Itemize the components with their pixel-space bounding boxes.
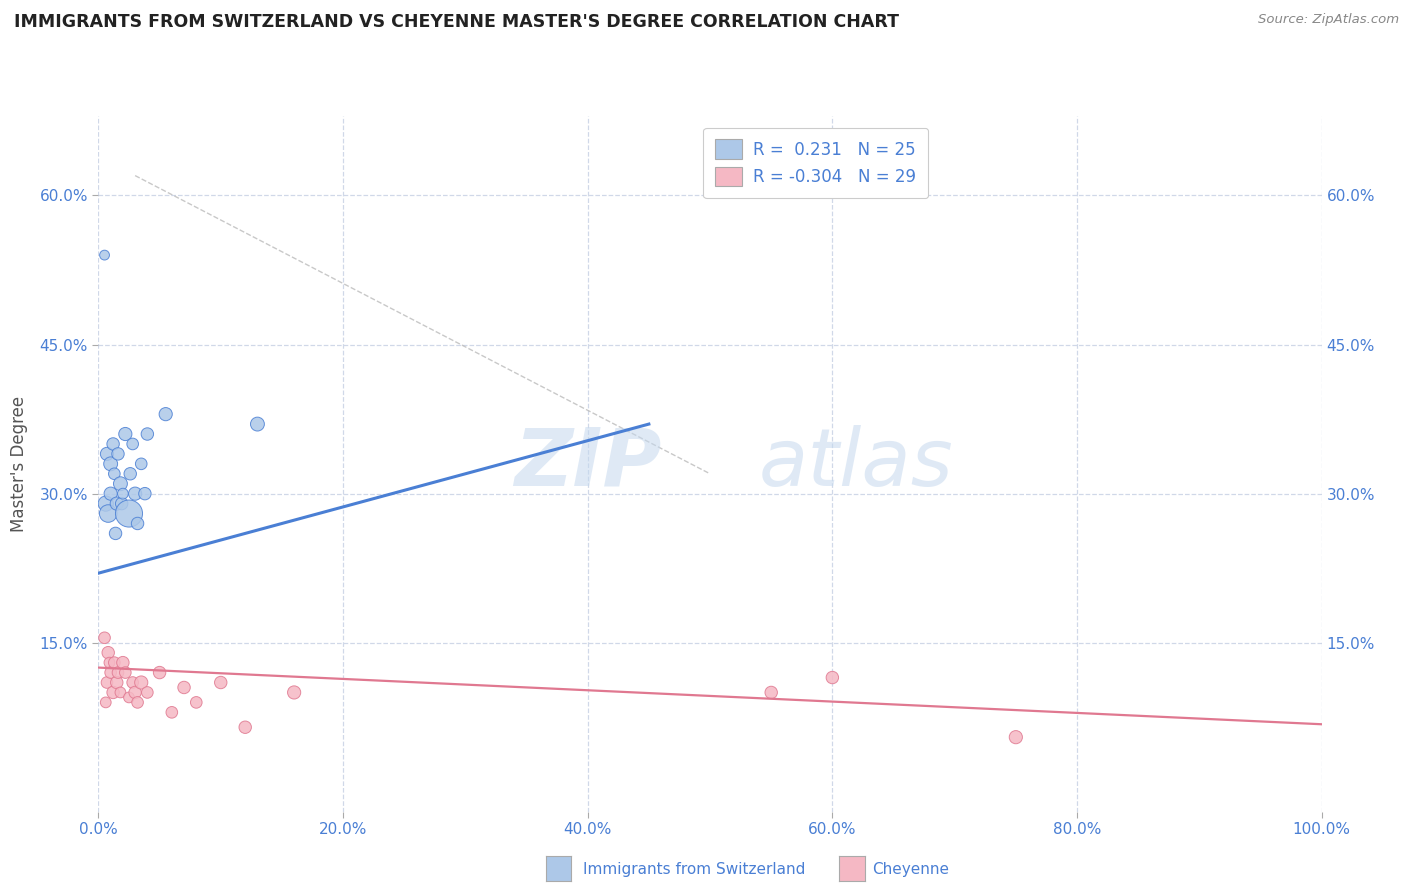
Point [114,427,136,442]
Point [110,476,132,491]
Point [94,695,117,709]
Point [120,467,142,481]
Point [136,427,159,442]
Point [100,457,122,471]
Point [121,437,143,451]
Point [209,675,232,690]
Point [111,656,134,670]
Legend: R =  0.231   N = 25, R = -0.304   N = 29: R = 0.231 N = 25, R = -0.304 N = 29 [703,128,928,198]
Point [121,675,143,690]
Point [129,675,152,690]
Point [104,526,127,541]
Point [96,675,118,690]
Text: Immigrants from Switzerland: Immigrants from Switzerland [583,863,806,877]
Point [160,706,183,720]
Point [134,486,156,500]
Point [246,417,269,431]
Point [97,507,120,521]
Point [101,437,124,451]
Point [96,447,118,461]
Point [129,457,152,471]
Text: Cheyenne: Cheyenne [872,863,949,877]
Point [124,685,146,699]
Point [110,685,132,699]
Point [105,497,128,511]
Point [103,467,125,481]
Point [155,407,177,421]
Point [93,631,115,645]
Point [111,497,134,511]
Point [1004,730,1026,744]
Y-axis label: Master's Degree: Master's Degree [10,396,28,532]
Point [118,507,141,521]
Point [149,665,172,680]
Point [94,497,117,511]
Point [97,646,120,660]
Text: IMMIGRANTS FROM SWITZERLAND VS CHEYENNE MASTER'S DEGREE CORRELATION CHART: IMMIGRANTS FROM SWITZERLAND VS CHEYENNE … [14,13,898,31]
Point [233,720,256,734]
Point [107,447,129,461]
Point [105,675,128,690]
Point [118,690,141,705]
Point [127,516,149,531]
Point [100,486,122,500]
Point [124,486,146,500]
Point [127,695,149,709]
Text: Source: ZipAtlas.com: Source: ZipAtlas.com [1258,13,1399,27]
Point [136,685,159,699]
Point [111,486,134,500]
Point [103,656,125,670]
Text: ZIP: ZIP [513,425,661,503]
Point [114,665,136,680]
Point [173,681,195,695]
Text: atlas: atlas [759,425,953,503]
Point [761,685,783,699]
Point [186,695,208,709]
Point [100,665,122,680]
Point [821,671,844,685]
Point [93,248,115,262]
Point [98,656,121,670]
Point [107,665,129,680]
Point [101,685,124,699]
Point [283,685,305,699]
